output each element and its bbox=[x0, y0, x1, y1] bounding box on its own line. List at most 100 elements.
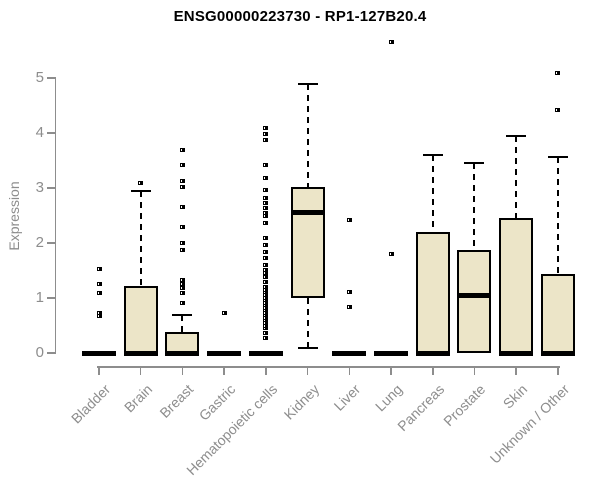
median-breast bbox=[165, 351, 200, 356]
y-axis-tick bbox=[46, 77, 55, 79]
y-axis-tick-label: 5 bbox=[35, 69, 44, 86]
median-bladder bbox=[82, 351, 116, 356]
outlier-point-lung bbox=[388, 40, 394, 45]
outlier-point-hematopoietic-cells bbox=[263, 331, 269, 336]
outlier-point-hematopoietic-cells bbox=[263, 249, 269, 254]
whisker-cap-upper-unknown-other bbox=[547, 155, 568, 158]
outlier-point-hematopoietic-cells bbox=[263, 213, 269, 218]
median-prostate bbox=[457, 293, 492, 299]
outlier-point-breast bbox=[179, 300, 185, 305]
box-breast bbox=[165, 332, 200, 353]
median-liver bbox=[332, 351, 367, 356]
whisker-upper-unknown-other bbox=[556, 156, 559, 275]
outlier-point-hematopoietic-cells bbox=[263, 310, 269, 315]
median-unknown-other bbox=[540, 351, 575, 356]
box-unknown-other bbox=[540, 274, 575, 353]
outlier-point-hematopoietic-cells bbox=[263, 176, 269, 181]
outlier-point-hematopoietic-cells bbox=[263, 300, 269, 305]
whisker-upper-breast bbox=[181, 314, 184, 333]
outlier-point-breast bbox=[179, 282, 185, 287]
whisker-upper-pancreas bbox=[431, 155, 434, 232]
outlier-point-hematopoietic-cells bbox=[263, 315, 269, 320]
outlier-point-hematopoietic-cells bbox=[263, 308, 269, 313]
box-prostate bbox=[457, 249, 492, 353]
x-axis-tick bbox=[390, 367, 392, 375]
outlier-point-breast bbox=[179, 205, 185, 210]
outlier-point-hematopoietic-cells bbox=[263, 326, 269, 331]
outlier-point-lung bbox=[388, 252, 394, 256]
chart-title: ENSG00000223730 - RP1-127B20.4 bbox=[173, 8, 427, 25]
outlier-point-hematopoietic-cells bbox=[263, 210, 269, 215]
y-axis-tick-label: 3 bbox=[35, 179, 44, 196]
outlier-point-hematopoietic-cells bbox=[263, 285, 269, 289]
x-axis-label-lung: Lung bbox=[372, 381, 406, 415]
outlier-point-hematopoietic-cells bbox=[263, 188, 269, 193]
y-axis-tick-label: 2 bbox=[35, 234, 44, 251]
outlier-point-breast bbox=[179, 247, 185, 252]
outlier-point-hematopoietic-cells bbox=[263, 313, 269, 318]
outlier-point-hematopoietic-cells bbox=[263, 323, 269, 328]
outlier-point-hematopoietic-cells bbox=[263, 280, 269, 285]
box-skin bbox=[499, 218, 534, 353]
y-axis-tick bbox=[46, 242, 55, 244]
whisker-cap-upper-brain bbox=[130, 189, 151, 192]
whisker-upper-skin bbox=[515, 135, 518, 219]
outlier-point-hematopoietic-cells bbox=[263, 243, 269, 248]
whisker-cap-upper-prostate bbox=[464, 162, 485, 165]
x-axis-tick bbox=[98, 367, 100, 375]
x-axis-label-skin: Skin bbox=[499, 381, 531, 412]
whisker-upper-brain bbox=[139, 190, 142, 286]
outlier-point-hematopoietic-cells bbox=[263, 293, 269, 298]
x-axis-tick bbox=[265, 367, 267, 375]
median-lung bbox=[374, 351, 409, 356]
y-axis-tick-label: 4 bbox=[35, 124, 44, 141]
outlier-point-hematopoietic-cells bbox=[263, 162, 269, 167]
x-axis-tick bbox=[306, 367, 309, 375]
y-axis-tick bbox=[46, 352, 55, 354]
outlier-point-liver bbox=[346, 217, 352, 222]
outlier-point-hematopoietic-cells bbox=[263, 318, 269, 322]
outlier-point-hematopoietic-cells bbox=[263, 236, 269, 241]
outlier-point-bladder bbox=[96, 314, 102, 319]
outlier-point-breast bbox=[179, 278, 185, 283]
outlier-point-hematopoietic-cells bbox=[263, 287, 269, 292]
outlier-point-breast bbox=[179, 147, 185, 152]
whisker-cap-upper-pancreas bbox=[422, 154, 443, 156]
outlier-point-hematopoietic-cells bbox=[263, 298, 269, 303]
x-axis-tick bbox=[223, 367, 225, 375]
outlier-point-breast bbox=[179, 224, 185, 229]
outlier-point-brain bbox=[138, 180, 144, 185]
outlier-point-breast bbox=[179, 184, 185, 189]
x-axis-label-liver: Liver bbox=[330, 381, 364, 414]
outlier-point-hematopoietic-cells bbox=[263, 296, 269, 300]
whisker-lower-kidney bbox=[306, 298, 309, 348]
outlier-point-breast bbox=[179, 162, 185, 167]
outlier-point-hematopoietic-cells bbox=[263, 271, 269, 276]
y-axis-tick bbox=[46, 297, 55, 299]
x-axis-line bbox=[97, 366, 560, 368]
outlier-point-breast bbox=[179, 179, 185, 184]
x-axis-label-bladder: Bladder bbox=[67, 381, 114, 427]
x-axis-tick bbox=[515, 367, 517, 375]
median-gastric bbox=[207, 351, 242, 356]
outlier-point-hematopoietic-cells bbox=[263, 289, 269, 294]
outlier-point-bladder bbox=[96, 290, 102, 295]
x-axis-tick bbox=[348, 367, 351, 375]
outlier-point-hematopoietic-cells bbox=[263, 303, 269, 308]
whisker-cap-upper-breast bbox=[172, 313, 193, 316]
x-axis-label-prostate: Prostate bbox=[440, 381, 489, 430]
whisker-upper-kidney bbox=[306, 83, 309, 187]
box-kidney bbox=[290, 186, 325, 298]
median-kidney bbox=[290, 209, 325, 215]
whisker-cap-upper-skin bbox=[506, 134, 527, 137]
whisker-upper-prostate bbox=[473, 163, 476, 250]
y-axis-tick bbox=[46, 132, 55, 134]
outlier-point-hematopoietic-cells bbox=[263, 138, 269, 143]
y-axis-tick bbox=[46, 187, 55, 189]
outlier-point-breast bbox=[179, 286, 185, 291]
outlier-point-hematopoietic-cells bbox=[263, 126, 269, 131]
y-axis-line bbox=[54, 77, 56, 354]
median-skin bbox=[499, 351, 534, 356]
x-axis-tick bbox=[139, 367, 142, 375]
